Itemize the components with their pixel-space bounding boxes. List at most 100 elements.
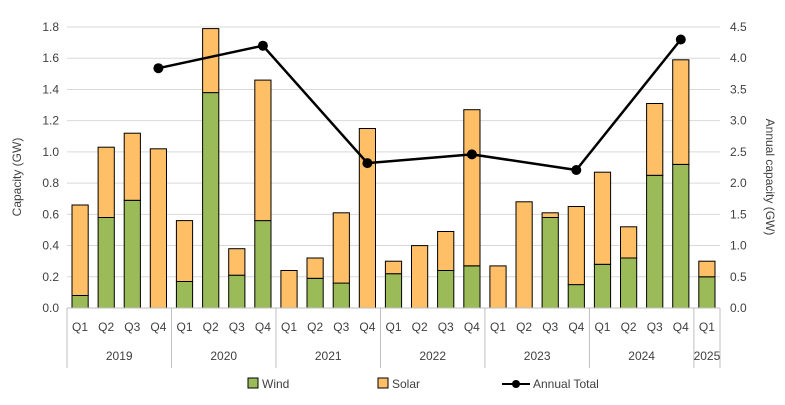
bar-solar [150, 149, 166, 308]
x-tick-label: Q4 [255, 320, 271, 334]
x-tick-label: Q4 [150, 320, 166, 334]
y-axis-right-title: Annual capacity (GW) [763, 119, 777, 236]
bar-solar [229, 249, 245, 276]
chart-svg: 0.0 0.00.2 0.50.4 1.00.6 1.50.8 2.01.0 2.51.2 3… [0, 0, 785, 400]
annual-total-point [571, 165, 581, 175]
bar-wind [98, 218, 114, 309]
x-tick-label: Q2 [203, 320, 219, 334]
bar-solar [673, 60, 689, 165]
x-tick-label: Q1 [699, 320, 715, 334]
legend-label-solar: Solar [392, 377, 420, 391]
bar-solar [203, 29, 219, 93]
bar-solar [594, 172, 610, 264]
bar-wind [203, 93, 219, 308]
bar-wind [699, 277, 715, 308]
y-right-tick-label: 2.5 [730, 145, 747, 159]
x-year-label: 2022 [419, 349, 446, 363]
x-tick-label: Q4 [568, 320, 584, 334]
annual-total-point [153, 63, 163, 73]
x-year-label: 2024 [628, 349, 655, 363]
annual-total-point [258, 41, 268, 51]
bar-wind [621, 258, 637, 308]
annual-total-point [362, 158, 372, 168]
x-tick-label: Q3 [333, 320, 349, 334]
x-tick-label: Q4 [359, 320, 375, 334]
x-tick-label: Q1 [281, 320, 297, 334]
x-year-label: 2020 [210, 349, 237, 363]
legend-label-wind: Wind [262, 377, 289, 391]
legend-label-annual-total: Annual Total [533, 377, 599, 391]
x-tick-label: Q2 [621, 320, 637, 334]
y-left-tick-label: 0.2 [42, 270, 59, 284]
bar-solar [699, 261, 715, 277]
legend-swatch-wind [248, 378, 258, 388]
legend-swatch-solar [378, 378, 388, 388]
annual-total-path [158, 40, 680, 171]
x-tick-label: Q2 [98, 320, 114, 334]
x-tick-label: Q2 [516, 320, 532, 334]
bar-solar [464, 110, 480, 266]
x-year-label: 2025 [694, 349, 721, 363]
annual-total-point [467, 149, 477, 159]
bar-wind [72, 296, 88, 309]
x-tick-label: Q1 [490, 320, 506, 334]
y-right-tick-label: 3.5 [730, 82, 747, 96]
y-left-tick-label: 0.4 [42, 239, 59, 253]
y-right-tick-label: 0.5 [730, 270, 747, 284]
y-left-tick-label: 1.0 [42, 145, 59, 159]
x-year-label: 2021 [315, 349, 342, 363]
x-year-label: 2019 [106, 349, 133, 363]
x-year-label: 2023 [524, 349, 551, 363]
bar-solar [490, 266, 506, 308]
x-tick-label: Q3 [647, 320, 663, 334]
x-tick-label: Q3 [438, 320, 454, 334]
y-right-tick-label: 4.0 [730, 51, 747, 65]
bar-solar [333, 213, 349, 283]
bar-solar [568, 207, 584, 285]
tick-labels: 0.0 0.0 0.2 0.5 0.4 1.0 0.6 1.5 0.8 2.0 1.0 2.5 1.2 3… [42, 20, 747, 363]
y-left-tick-label: 1.8 [42, 20, 59, 34]
bar-solar [307, 258, 323, 278]
bars [72, 29, 715, 308]
x-tick-label: Q3 [124, 320, 140, 334]
y-left-tick-label: 0.0 [42, 301, 59, 315]
x-tick-label: Q1 [594, 320, 610, 334]
bar-solar [72, 205, 88, 296]
bar-solar [124, 133, 140, 200]
y-left-tick-label: 0.6 [42, 207, 59, 221]
bar-wind [255, 221, 271, 308]
x-tick-label: Q3 [542, 320, 558, 334]
y-right-tick-label: 1.0 [730, 239, 747, 253]
legend: Wind Solar Annual Total [248, 377, 599, 391]
bar-wind [124, 200, 140, 308]
bar-solar [412, 246, 428, 308]
x-tick-label: Q4 [673, 320, 689, 334]
bar-solar [647, 104, 663, 176]
bar-solar [176, 221, 192, 282]
y-left-tick-label: 1.6 [42, 51, 59, 65]
bar-wind [385, 274, 401, 308]
y-right-tick-label: 1.5 [730, 207, 747, 221]
x-tick-label: Q4 [464, 320, 480, 334]
axes [67, 308, 720, 368]
bar-wind [542, 218, 558, 309]
bar-wind [647, 175, 663, 308]
bar-wind [673, 164, 689, 308]
y-right-tick-label: 2.0 [730, 176, 747, 190]
bar-wind [333, 283, 349, 308]
x-tick-label: Q2 [412, 320, 428, 334]
y-left-tick-label: 1.2 [42, 114, 59, 128]
bar-wind [229, 275, 245, 308]
bar-solar [385, 261, 401, 274]
y-left-tick-label: 0.8 [42, 176, 59, 190]
bar-wind [594, 264, 610, 308]
y-right-tick-label: 4.5 [730, 20, 747, 34]
annual-total-point [676, 35, 686, 45]
bar-solar [542, 213, 558, 218]
bar-solar [98, 147, 114, 217]
bar-wind [464, 266, 480, 308]
bar-solar [621, 227, 637, 258]
bar-solar [281, 271, 297, 309]
x-tick-label: Q1 [385, 320, 401, 334]
x-tick-label: Q1 [177, 320, 193, 334]
